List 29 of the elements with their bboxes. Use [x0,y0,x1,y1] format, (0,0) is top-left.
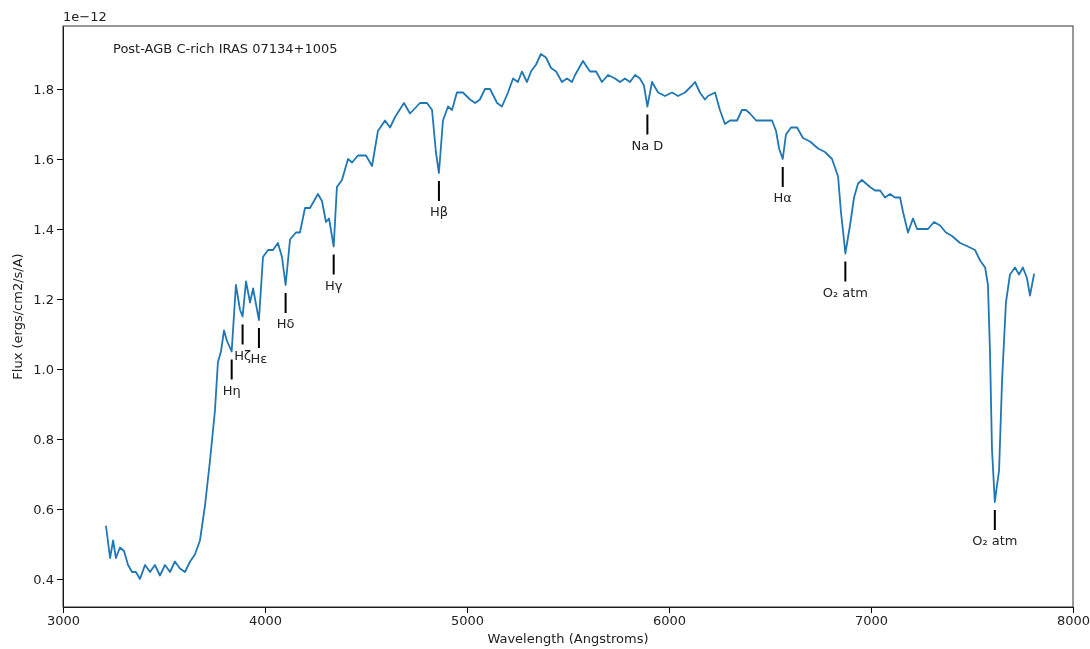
x-tick-label: 6000 [652,613,687,629]
x-tick-label: 4000 [248,613,283,629]
line-series [105,53,1035,580]
x-axis-title: Wavelength (Angstroms) [487,631,649,646]
x-tick-label: 7000 [854,613,889,629]
y-tick-label: 1.6 [33,151,54,167]
annotation: Hδ [276,316,295,331]
y-axis-title: Flux (ergs/cm2/s/A) [10,253,25,380]
annotation: O₂ atm [972,533,1018,548]
y-tick-label: 1.2 [33,291,54,307]
x-tick-label: 3000 [46,613,81,629]
text: 1e−12 [63,9,107,24]
annotation: Hη [222,382,241,398]
y-tick-label: 1.4 [33,221,54,237]
annotation: Hε [250,351,268,366]
y-tick-label: 0.6 [33,501,54,517]
x-tick-label: 5000 [450,613,485,629]
annotation: Hα [773,190,792,205]
x-tick-label: 8000 [1056,613,1090,629]
y-tick-label: 0.4 [33,571,54,587]
y-tick-label: 1.8 [33,81,54,97]
y-tick-label: 1.0 [33,361,54,377]
annotation: Hζ [234,347,252,363]
annotation: O₂ atm [822,284,868,300]
y-tick-label: 0.8 [33,431,54,447]
annotation: Hβ [429,204,448,219]
annotation: Na D [631,137,664,153]
text: Post-AGB C-rich IRAS 07134+1005 [113,41,338,56]
annotation: Hγ [324,277,343,293]
